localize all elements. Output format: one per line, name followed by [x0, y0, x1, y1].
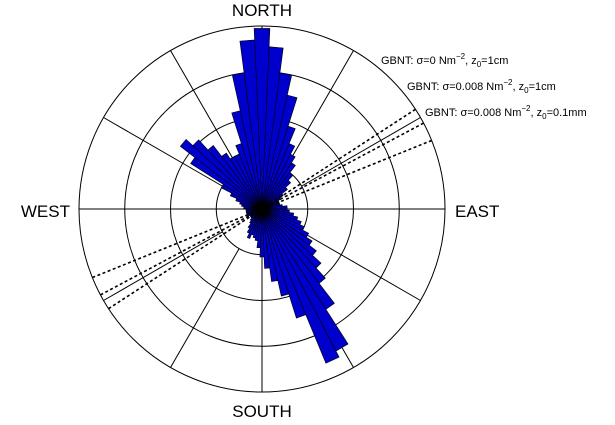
annotation-1-text: GBNT: σ=0 Nm [381, 55, 456, 67]
bars-group [179, 28, 349, 364]
label-south: SOUTH [232, 402, 292, 421]
annotation-1-end: =1cm [481, 55, 508, 67]
annotation-2-mid: , z [512, 81, 524, 93]
reference-lines [92, 108, 432, 310]
grid-spoke-300 [103, 117, 223, 187]
annotation-1-sub: 0 [477, 60, 482, 69]
annotation-2-text: GBNT: σ=0.008 Nm [407, 81, 503, 93]
annotation-2-end: =1cm [529, 81, 556, 93]
annotation-1: GBNT: σ=0 Nm−2, z0=1cm [381, 52, 508, 69]
annotation-2-sup: −2 [503, 78, 513, 87]
annotation-3-sub: 0 [542, 112, 547, 121]
annotation-3-end: =0.1mm [547, 107, 587, 119]
label-west: WEST [21, 202, 70, 221]
grid-spoke-120 [301, 231, 421, 301]
grid-spoke-210 [170, 248, 240, 368]
annotation-3-mid: , z [530, 107, 542, 119]
annotation-3: GBNT: σ=0.008 Nm−2, z0=0.1mm [425, 104, 587, 121]
bar-355 [239, 39, 263, 210]
grid-spoke-60 [301, 117, 421, 187]
annotation-1-mid: , z [465, 55, 477, 67]
grid-spoke-240 [103, 231, 223, 301]
annotation-2-sub: 0 [524, 86, 529, 95]
annotation-3-sup: −2 [521, 104, 531, 113]
annotation-1-sup: −2 [456, 52, 466, 61]
annotation-3-text: GBNT: σ=0.008 Nm [425, 107, 521, 119]
reference-line-3 [92, 139, 432, 279]
grid-spoke-30 [284, 50, 354, 170]
label-east: EAST [455, 202, 499, 221]
label-north: NORTH [232, 1, 292, 20]
grid-spoke-330 [170, 50, 240, 170]
annotation-2: GBNT: σ=0.008 Nm−2, z0=1cm [407, 78, 556, 95]
